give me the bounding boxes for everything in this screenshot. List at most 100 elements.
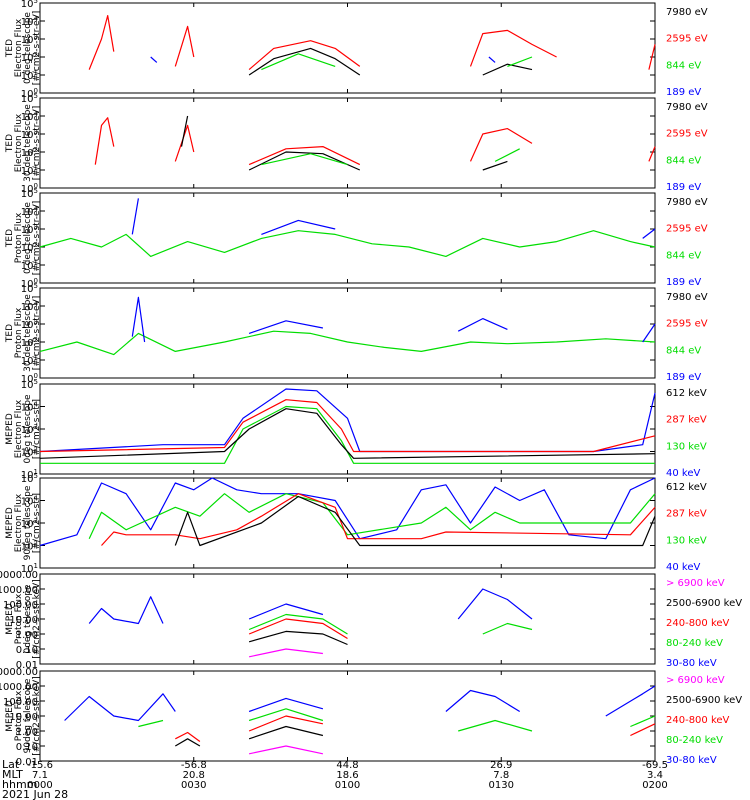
series-blue-segment [261, 219, 336, 235]
series-red-segment [174, 25, 195, 67]
x-tick-label-mlt: 18.6 [336, 770, 358, 781]
series-green-segment [494, 148, 520, 162]
legend-entry: 80-240 keV [666, 638, 723, 649]
y-axis-label-line: 0 deg telescope [23, 12, 33, 84]
y-axis-label-line: 0deg telescope [23, 584, 33, 654]
y-axis-label-line: 30 deg telescope [23, 294, 33, 372]
y-tick-label: 100 [21, 277, 38, 290]
panel-5: 101 102 103 104 105 MEPED Electron Flux 0deg te… [5, 378, 707, 481]
series-black-segment [248, 725, 324, 740]
y-tick-label: 104 [21, 300, 39, 313]
legend-entry: 2595 eV [666, 319, 708, 330]
y-axis-label-line: 90deg telescope [23, 678, 33, 753]
y-tick-label: 1.00 [16, 727, 38, 738]
panel-2: 100 101 102 103 104 105 TED Electron Flux 30 deg… [5, 92, 708, 195]
legend-entry: 80-240 keV [666, 735, 723, 746]
x-tick-label-hhmm: 0100 [335, 780, 360, 791]
panel-frame [39, 573, 656, 665]
x-tick-label-hhmm: 0130 [489, 780, 514, 791]
series-blue-segment [150, 56, 158, 63]
series-blue-segment [64, 693, 176, 722]
x-tick-label-hhmm: 0030 [181, 780, 206, 791]
series-magenta-segment [248, 745, 324, 755]
y-tick-label: 0.01 [16, 757, 38, 768]
x-tick-label-hhmm: 0200 [642, 780, 667, 791]
legend-entry: 7980 eV [666, 102, 708, 113]
y-axis-label-line: TED [5, 39, 15, 58]
series-green-segment [261, 153, 348, 166]
panel-frame [39, 2, 656, 94]
series-black-segment [174, 738, 201, 747]
y-axis-label-line: MEPED [5, 700, 15, 732]
series-blue-segment [642, 323, 656, 343]
y-axis-label-line: TED [5, 134, 15, 153]
series-blue-segment [605, 685, 656, 717]
y-axis-label-line: Electron Flux [14, 493, 24, 552]
legend-entry: 7980 eV [666, 7, 708, 18]
series-blue-segment [131, 296, 146, 343]
y-axis-label-line: [#/cm2-s-str-eV] [32, 201, 42, 276]
series-blue-segment [131, 198, 139, 235]
y-axis-label-line: Proton Flux [14, 307, 24, 358]
y-tick-label: 101 [21, 468, 38, 481]
legend-entry: 240-800 keV [666, 618, 730, 629]
y-tick-label: 1.00 [16, 630, 38, 641]
series-blue-segment [39, 477, 656, 547]
xaxis-date: 2021 Jun 28 [2, 788, 68, 800]
series-red-segment [469, 128, 533, 162]
legend-entry: 2595 eV [666, 34, 708, 45]
panel-1: 100 101 102 103 104 105 TED Electron Flux 0 deg … [5, 0, 708, 100]
legend-entry: 612 keV [666, 482, 707, 493]
y-tick-label: 103 [21, 318, 38, 331]
legend-entry: 2595 eV [666, 224, 708, 235]
y-tick-label: 104 [21, 495, 39, 508]
series-green-segment [248, 708, 324, 722]
series-black-segment [39, 408, 656, 459]
panel-frame [39, 383, 656, 475]
y-tick-label: 103 [21, 517, 38, 530]
y-tick-label: 100 [21, 87, 38, 100]
y-axis-label-line: Electron Flux [14, 18, 24, 77]
y-axis-label-line: TED [5, 229, 15, 248]
y-tick-label: 102 [21, 241, 38, 254]
y-tick-label: 100.00 [3, 697, 38, 708]
series-red-segment [248, 618, 348, 640]
legend-entry: 7980 eV [666, 197, 708, 208]
series-blue-segment [248, 697, 324, 713]
series-red-segment [101, 493, 656, 546]
series-green-segment [39, 330, 656, 356]
y-tick-label: 0.10 [16, 645, 38, 656]
series-red-segment [248, 146, 361, 166]
x-tick-label-mlt: 3.4 [647, 770, 663, 781]
panel-frame [39, 670, 656, 762]
series-green-segment [40, 405, 655, 464]
y-tick-label: 100 [21, 182, 38, 195]
y-tick-label: 105 [21, 282, 38, 295]
x-tick-label-lat: -69.5 [642, 760, 668, 771]
y-axis-label-line: Electron Flux [14, 399, 24, 458]
series-black-segment [248, 630, 348, 646]
legend-entry: 287 keV [666, 415, 707, 426]
legend-entry: 189 eV [666, 87, 701, 98]
legend-entry: 40 keV [666, 468, 700, 479]
y-tick-label: 101 [21, 259, 38, 272]
legend-entry: 40 keV [666, 562, 700, 573]
series-red-segment [630, 723, 656, 737]
y-axis-label-line: MEPED [5, 603, 15, 635]
y-axis-label-line: MEPED [5, 507, 15, 539]
legend-entry: 189 eV [666, 277, 701, 288]
xaxis-row-label-mlt: MLT [2, 768, 23, 781]
y-axis-label-line: [#/cm2-s-str-eV] [32, 11, 42, 86]
y-axis-label-line: 90deg telescope [23, 485, 33, 560]
panel-frame [39, 287, 656, 379]
legend-entry: 130 keV [666, 441, 707, 452]
legend-entry: 2595 eV [666, 129, 708, 140]
x-tick-label-mlt: 7.8 [493, 770, 509, 781]
y-tick-label: 105 [21, 472, 38, 485]
legend-entry: 612 keV [666, 388, 707, 399]
series-blue-segment [488, 56, 496, 63]
